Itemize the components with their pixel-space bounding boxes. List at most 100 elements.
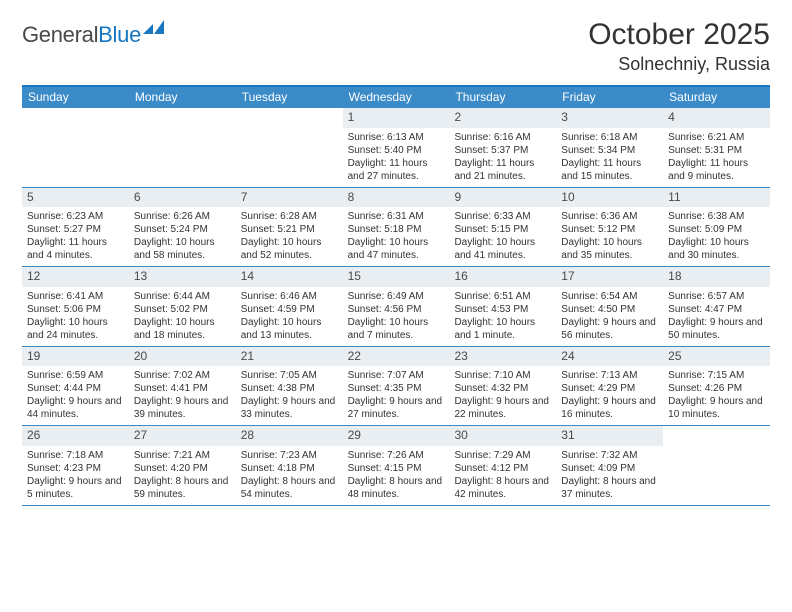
daylight-text: Daylight: 9 hours and 27 minutes. [348, 395, 445, 421]
daylight-text: Daylight: 10 hours and 7 minutes. [348, 316, 445, 342]
day-cell: 11Sunrise: 6:38 AMSunset: 5:09 PMDayligh… [663, 188, 770, 267]
day-number: 18 [663, 267, 770, 287]
sunset-text: Sunset: 4:47 PM [668, 303, 765, 316]
daylight-text: Daylight: 9 hours and 44 minutes. [27, 395, 124, 421]
sunset-text: Sunset: 4:56 PM [348, 303, 445, 316]
day-cell: 15Sunrise: 6:49 AMSunset: 4:56 PMDayligh… [343, 267, 450, 346]
daylight-text: Daylight: 9 hours and 33 minutes. [241, 395, 338, 421]
day-cell: 21 Sunrise: 7:05 AMSunset: 4:38 PMDayligh… [236, 347, 343, 426]
weeks-container: 1Sunrise: 6:13 AMSunset: 5:40 PMDaylight… [22, 108, 770, 506]
day-body: Sunrise: 7:21 AMSunset: 4:20 PMDaylight:… [129, 446, 236, 505]
day-cell: 16Sunrise: 6:51 AMSunset: 4:53 PMDayligh… [449, 267, 556, 346]
day-number: 12 [22, 267, 129, 287]
sunset-text: Sunset: 5:31 PM [668, 144, 765, 157]
sunrise-text: Sunrise: 6:26 AM [134, 210, 231, 223]
day-cell: 8Sunrise: 6:31 AMSunset: 5:18 PMDaylight… [343, 188, 450, 267]
day-number: 7 [236, 188, 343, 208]
sunset-text: Sunset: 4:41 PM [134, 382, 231, 395]
day-number: 19 [22, 347, 129, 367]
sunset-text: Sunset: 4:38 PM [241, 382, 338, 395]
day-number: 22 [343, 347, 450, 367]
daylight-text: Daylight: 10 hours and 18 minutes. [134, 316, 231, 342]
day-number: 15 [343, 267, 450, 287]
sunset-text: Sunset: 5:12 PM [561, 223, 658, 236]
daylight-text: Daylight: 10 hours and 13 minutes. [241, 316, 338, 342]
day-number: 8 [343, 188, 450, 208]
daylight-text: Daylight: 8 hours and 48 minutes. [348, 475, 445, 501]
day-cell: 7Sunrise: 6:28 AMSunset: 5:21 PMDaylight… [236, 188, 343, 267]
header: GeneralBlue October 2025 Solnechniy, Rus… [22, 18, 770, 75]
sunset-text: Sunset: 4:44 PM [27, 382, 124, 395]
sunset-text: Sunset: 4:09 PM [561, 462, 658, 475]
day-body: Sunrise: 6:38 AMSunset: 5:09 PMDaylight:… [663, 207, 770, 266]
day-cell: 23Sunrise: 7:10 AMSunset: 4:32 PMDayligh… [449, 347, 556, 426]
logo-text: GeneralBlue [22, 22, 141, 48]
weekday-header: Wednesday [343, 87, 450, 108]
daylight-text: Daylight: 8 hours and 42 minutes. [454, 475, 551, 501]
daylight-text: Daylight: 10 hours and 52 minutes. [241, 236, 338, 262]
day-body: Sunrise: 6:21 AMSunset: 5:31 PMDaylight:… [663, 128, 770, 187]
day-number: 14 [236, 267, 343, 287]
sunrise-text: Sunrise: 6:31 AM [348, 210, 445, 223]
sunrise-text: Sunrise: 6:28 AM [241, 210, 338, 223]
sunrise-text: Sunrise: 6:23 AM [27, 210, 124, 223]
logo: GeneralBlue [22, 22, 165, 48]
day-number: 23 [449, 347, 556, 367]
day-body: Sunrise: 7:23 AMSunset: 4:18 PMDaylight:… [236, 446, 343, 505]
day-body: Sunrise: 6:18 AMSunset: 5:34 PMDaylight:… [556, 128, 663, 187]
day-body: Sunrise: 6:59 AMSunset: 4:44 PMDaylight:… [22, 366, 129, 425]
sunset-text: Sunset: 5:27 PM [27, 223, 124, 236]
week-row: 26Sunrise: 7:18 AMSunset: 4:23 PMDayligh… [22, 426, 770, 506]
week-row: 5Sunrise: 6:23 AMSunset: 5:27 PMDaylight… [22, 188, 770, 268]
sunrise-text: Sunrise: 7:21 AM [134, 449, 231, 462]
daylight-text: Daylight: 11 hours and 15 minutes. [561, 157, 658, 183]
sunset-text: Sunset: 5:09 PM [668, 223, 765, 236]
daylight-text: Daylight: 10 hours and 30 minutes. [668, 236, 765, 262]
day-number: 2 [449, 108, 556, 128]
day-number: 11 [663, 188, 770, 208]
day-cell: 22Sunrise: 7:07 AMSunset: 4:35 PMDayligh… [343, 347, 450, 426]
day-number: 13 [129, 267, 236, 287]
sunset-text: Sunset: 4:15 PM [348, 462, 445, 475]
calendar: Sunday Monday Tuesday Wednesday Thursday… [22, 85, 770, 506]
sunrise-text: Sunrise: 6:16 AM [454, 131, 551, 144]
month-title: October 2025 [588, 18, 770, 52]
sunrise-text: Sunrise: 6:44 AM [134, 290, 231, 303]
day-body: Sunrise: 6:23 AMSunset: 5:27 PMDaylight:… [22, 207, 129, 266]
day-cell: 25Sunrise: 7:15 AMSunset: 4:26 PMDayligh… [663, 347, 770, 426]
sunrise-text: Sunrise: 7:05 AM [241, 369, 338, 382]
week-row: 12 Sunrise: 6:41 AMSunset: 5:06 PM Dayligh… [22, 267, 770, 347]
sunset-text: Sunset: 4:59 PM [241, 303, 338, 316]
sunset-text: Sunset: 4:20 PM [134, 462, 231, 475]
weekday-header: Sunday [22, 87, 129, 108]
day-body: Sunrise: 6:44 AMSunset: 5:02 PMDaylight:… [129, 287, 236, 346]
sunset-text: Sunset: 4:50 PM [561, 303, 658, 316]
day-cell: 28Sunrise: 7:23 AMSunset: 4:18 PMDayligh… [236, 426, 343, 505]
sunset-text: Sunset: 4:18 PM [241, 462, 338, 475]
day-body: Sunrise: 6:54 AMSunset: 4:50 PMDaylight:… [556, 287, 663, 346]
sunrise-text: Sunrise: 6:46 AM [241, 290, 338, 303]
sunrise-text: Sunrise: 6:41 AM [27, 290, 124, 303]
day-body: Sunrise: 7:32 AMSunset: 4:09 PMDaylight:… [556, 446, 663, 505]
day-cell: 24Sunrise: 7:13 AMSunset: 4:29 PMDayligh… [556, 347, 663, 426]
day-cell [22, 108, 129, 187]
day-number: 21 [236, 347, 343, 367]
logo-word-2: Blue [98, 22, 141, 47]
day-cell: 14 Sunrise: 6:46 AMSunset: 4:59 PMDayligh… [236, 267, 343, 346]
sunset-text: Sunset: 5:06 PM [27, 303, 124, 316]
sunrise-text: Sunrise: 7:15 AM [668, 369, 765, 382]
daylight-text: Daylight: 9 hours and 50 minutes. [668, 316, 765, 342]
day-number: 4 [663, 108, 770, 128]
day-cell: 17Sunrise: 6:54 AMSunset: 4:50 PMDayligh… [556, 267, 663, 346]
sunset-text: Sunset: 5:37 PM [454, 144, 551, 157]
sunrise-text: Sunrise: 7:18 AM [27, 449, 124, 462]
day-cell: 29Sunrise: 7:26 AMSunset: 4:15 PMDayligh… [343, 426, 450, 505]
daylight-text: Daylight: 11 hours and 21 minutes. [454, 157, 551, 183]
day-body: Sunrise: 7:10 AMSunset: 4:32 PMDaylight:… [449, 366, 556, 425]
logo-mark-icon [143, 20, 165, 43]
day-number: 6 [129, 188, 236, 208]
day-cell: 12Sunrise: 6:41 AMSunset: 5:06 PMDayligh… [22, 267, 129, 346]
sunset-text: Sunset: 4:29 PM [561, 382, 658, 395]
sunset-text: Sunset: 4:35 PM [348, 382, 445, 395]
sunrise-text: Sunrise: 7:23 AM [241, 449, 338, 462]
